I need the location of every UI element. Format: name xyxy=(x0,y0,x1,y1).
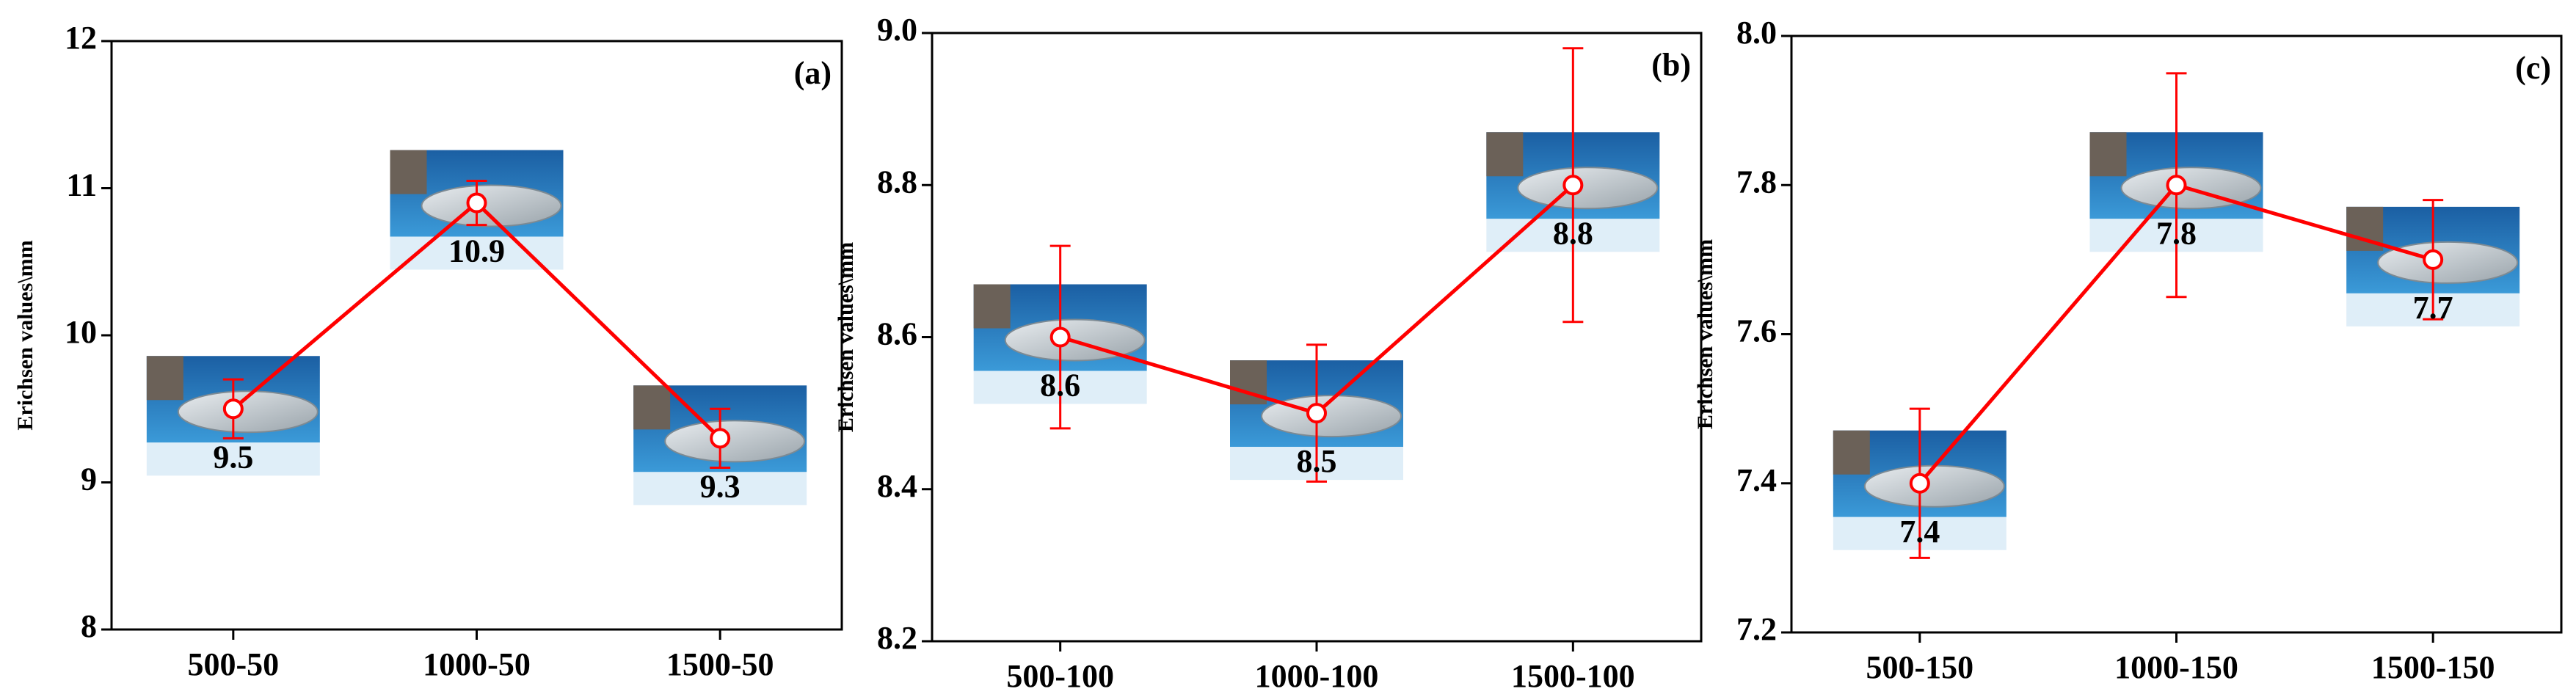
data-point xyxy=(466,192,487,214)
y-axis-label: Erichsen values\mm xyxy=(1693,239,1717,429)
y-tick-label: 8.8 xyxy=(877,164,917,200)
photo-sample xyxy=(1863,464,2005,508)
plot-frame xyxy=(110,40,843,631)
photo-sample xyxy=(421,184,562,227)
photo-ruler xyxy=(973,284,1011,329)
photo-strip xyxy=(146,442,320,476)
photo-ruler xyxy=(633,385,671,430)
x-tick-label: 1500-50 xyxy=(666,646,774,682)
x-tick-label: 1000-100 xyxy=(1255,658,1379,694)
x-tick-label: 1000-50 xyxy=(423,646,531,682)
y-tick-label: 11 xyxy=(66,167,97,203)
photo-ruler xyxy=(1833,430,1870,475)
data-point xyxy=(1306,403,1327,424)
y-tick-label: 7.4 xyxy=(1736,462,1777,498)
value-label: 10.9 xyxy=(448,233,505,269)
photo-ruler xyxy=(390,150,427,194)
y-tick-label: 8 xyxy=(81,608,97,644)
x-tick-label: 500-150 xyxy=(1866,649,1974,685)
value-label: 7.7 xyxy=(2413,290,2453,326)
y-tick-label: 7.8 xyxy=(1736,164,1777,200)
x-tick-label: 500-100 xyxy=(1006,658,1114,694)
data-point xyxy=(1049,326,1071,348)
value-label: 9.3 xyxy=(700,468,741,504)
y-tick-label: 8.0 xyxy=(1736,15,1777,51)
value-label: 7.8 xyxy=(2156,215,2197,251)
photo-ruler xyxy=(146,356,183,401)
x-tick-label: 500-50 xyxy=(188,646,280,682)
y-tick-label: 8.2 xyxy=(877,620,917,656)
photo-ruler xyxy=(1486,132,1524,177)
data-point xyxy=(1562,175,1584,196)
y-tick-label: 8.4 xyxy=(877,468,917,504)
y-axis-label: Erichsen values\mm xyxy=(13,240,37,430)
y-tick-label: 7.2 xyxy=(1736,611,1777,647)
data-point xyxy=(1909,472,1930,494)
photo-ruler xyxy=(2089,132,2127,177)
data-point xyxy=(2166,175,2187,196)
value-label: 8.5 xyxy=(1297,443,1337,479)
panel-annotation: (a) xyxy=(794,55,832,91)
value-label: 7.4 xyxy=(1899,514,1940,550)
panel-annotation: (c) xyxy=(2515,50,2551,86)
photo-sample xyxy=(664,420,806,463)
photo-sample xyxy=(1517,167,1659,210)
x-tick-label: 1500-150 xyxy=(2371,649,2495,685)
y-tick-label: 8.6 xyxy=(877,316,917,352)
value-label: 8.6 xyxy=(1040,368,1080,404)
photo-sample xyxy=(177,390,319,434)
photo-strip xyxy=(633,472,807,506)
y-tick-label: 12 xyxy=(65,20,97,56)
data-point xyxy=(2423,249,2444,270)
value-label: 8.8 xyxy=(1553,215,1593,251)
data-point xyxy=(222,398,244,420)
panel-annotation: (b) xyxy=(1651,47,1691,83)
y-tick-label: 9 xyxy=(81,461,97,497)
value-label: 9.5 xyxy=(213,439,253,475)
x-tick-label: 1500-100 xyxy=(1511,658,1635,694)
y-tick-label: 9.0 xyxy=(877,12,917,48)
y-tick-label: 10 xyxy=(65,314,97,350)
y-axis-label: Erichsen values\mm xyxy=(834,242,858,432)
data-point xyxy=(710,428,731,449)
y-tick-label: 7.6 xyxy=(1736,313,1777,349)
x-tick-label: 1000-150 xyxy=(2114,649,2238,685)
